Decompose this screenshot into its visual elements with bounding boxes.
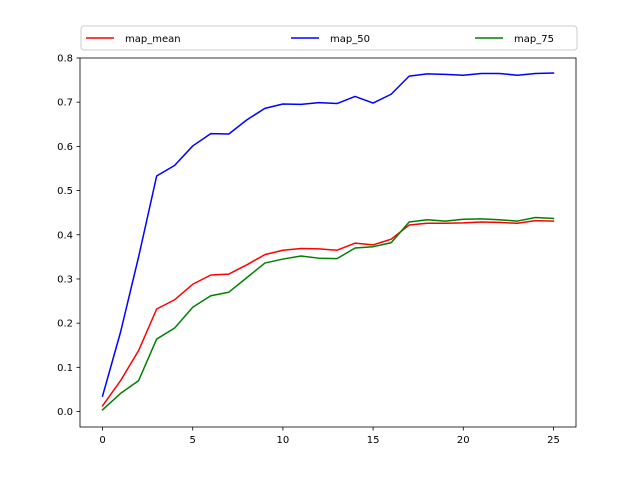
x-tick-label: 5 (190, 435, 196, 446)
legend-label-map-mean: map_mean (125, 34, 181, 45)
y-tick-label: 0.6 (57, 142, 73, 153)
x-tick-label: 25 (547, 435, 560, 446)
series-line-map-75 (101, 216, 555, 411)
series-line-map-mean (101, 219, 555, 407)
legend: map_mean map_50 map_75 (80, 25, 578, 51)
series-layer (101, 72, 555, 411)
axes-layer: 0 5 10 15 20 25 0.0 0.1 0.2 0.3 0.4 0.5 0.6 0.7 0.8 (57, 54, 577, 446)
x-tick-label: 20 (457, 435, 470, 446)
y-tick-label: 0.2 (57, 319, 73, 330)
y-tick-label: 0.0 (57, 407, 73, 418)
legend-label-map-75: map_75 (514, 34, 554, 45)
series-line-map-50 (101, 72, 555, 397)
legend-label-map-50: map_50 (330, 34, 370, 45)
x-tick-label: 10 (277, 435, 290, 446)
y-tick-label: 0.7 (57, 98, 73, 109)
legend-frame (80, 25, 578, 51)
x-tick-label: 0 (99, 435, 105, 446)
y-tick-label: 0.3 (57, 274, 73, 285)
plot-frame (79, 57, 577, 428)
y-tick-label: 0.8 (57, 54, 73, 65)
y-tick-label: 0.4 (57, 230, 73, 241)
y-tick-label: 0.5 (57, 186, 73, 197)
x-tick-label: 15 (367, 435, 380, 446)
y-tick-label: 0.1 (57, 363, 73, 374)
